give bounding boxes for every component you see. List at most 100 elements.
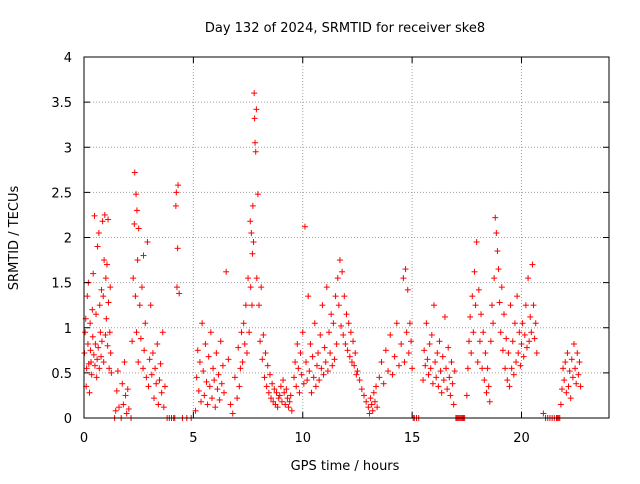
data-point bbox=[496, 299, 503, 306]
data-point bbox=[217, 338, 224, 345]
data-point bbox=[312, 383, 319, 390]
grid-lines bbox=[84, 57, 609, 418]
data-point bbox=[472, 302, 479, 309]
data-point bbox=[82, 329, 89, 336]
data-point bbox=[428, 331, 435, 338]
data-point bbox=[112, 407, 119, 414]
data-points bbox=[81, 90, 584, 421]
data-point bbox=[271, 386, 278, 393]
data-point bbox=[216, 396, 223, 403]
data-point bbox=[253, 106, 260, 113]
data-point bbox=[494, 248, 501, 255]
data-point bbox=[152, 365, 159, 372]
data-point bbox=[332, 293, 339, 300]
data-point bbox=[429, 380, 436, 387]
data-point bbox=[373, 383, 380, 390]
data-point bbox=[260, 331, 267, 338]
data-point bbox=[346, 353, 353, 360]
data-point bbox=[176, 290, 183, 297]
data-point bbox=[95, 344, 102, 351]
data-point bbox=[471, 268, 478, 275]
data-point bbox=[142, 320, 149, 327]
data-point bbox=[487, 338, 494, 345]
data-point bbox=[133, 207, 140, 214]
data-point bbox=[310, 374, 317, 381]
data-point bbox=[122, 392, 129, 399]
data-point bbox=[481, 377, 488, 384]
data-point bbox=[509, 338, 516, 345]
data-point bbox=[376, 374, 383, 381]
data-point bbox=[247, 284, 254, 291]
data-point bbox=[476, 338, 483, 345]
data-point bbox=[103, 315, 110, 322]
data-point bbox=[450, 401, 457, 408]
data-point bbox=[529, 261, 536, 268]
data-point bbox=[251, 115, 258, 122]
data-point bbox=[282, 401, 289, 408]
data-point bbox=[286, 398, 293, 405]
data-point bbox=[91, 362, 98, 369]
data-point bbox=[403, 329, 410, 336]
data-point bbox=[98, 286, 105, 293]
data-point bbox=[234, 395, 241, 402]
data-point bbox=[97, 329, 104, 336]
data-point bbox=[84, 340, 91, 347]
data-point bbox=[264, 362, 271, 369]
data-point bbox=[93, 374, 100, 381]
data-point bbox=[447, 392, 454, 399]
data-point bbox=[437, 368, 444, 375]
data-point bbox=[155, 401, 162, 408]
data-point bbox=[83, 365, 90, 372]
data-point bbox=[99, 218, 106, 225]
data-point bbox=[504, 377, 511, 384]
data-point bbox=[387, 331, 394, 338]
data-point bbox=[340, 331, 347, 338]
data-point bbox=[95, 229, 102, 236]
data-point bbox=[348, 359, 355, 366]
data-point bbox=[215, 371, 222, 378]
data-point bbox=[518, 340, 525, 347]
data-point bbox=[469, 293, 476, 300]
y-tick-label: 0.5 bbox=[51, 367, 72, 382]
data-point bbox=[116, 404, 122, 411]
data-point bbox=[156, 377, 163, 384]
data-point bbox=[436, 338, 443, 345]
data-point bbox=[435, 383, 442, 390]
data-point bbox=[501, 311, 507, 318]
data-point bbox=[204, 401, 211, 408]
data-point bbox=[297, 350, 304, 357]
data-point bbox=[100, 293, 107, 300]
data-point bbox=[567, 395, 574, 402]
data-point bbox=[107, 284, 114, 291]
data-point bbox=[277, 383, 284, 390]
data-point bbox=[98, 338, 105, 345]
data-point bbox=[514, 293, 521, 300]
data-point bbox=[138, 284, 145, 291]
data-point bbox=[426, 340, 433, 347]
data-point bbox=[423, 320, 430, 327]
data-point bbox=[288, 407, 295, 414]
data-point bbox=[404, 286, 411, 293]
data-point bbox=[135, 225, 142, 232]
data-point bbox=[451, 368, 458, 375]
data-point bbox=[571, 340, 577, 347]
data-point bbox=[296, 389, 303, 396]
data-point bbox=[246, 329, 253, 336]
data-point bbox=[194, 347, 201, 354]
data-point bbox=[444, 386, 451, 393]
data-point bbox=[533, 350, 540, 357]
data-point bbox=[409, 365, 416, 372]
data-point bbox=[313, 362, 320, 369]
data-point bbox=[245, 275, 252, 282]
data-point bbox=[307, 340, 314, 347]
data-point bbox=[491, 275, 498, 282]
data-point bbox=[249, 302, 255, 309]
data-point bbox=[292, 359, 299, 366]
data-point bbox=[445, 344, 452, 351]
data-point bbox=[309, 353, 316, 360]
y-tick-label: 1 bbox=[64, 322, 72, 337]
data-point bbox=[464, 365, 471, 372]
data-point bbox=[86, 389, 93, 396]
data-point bbox=[137, 335, 144, 342]
